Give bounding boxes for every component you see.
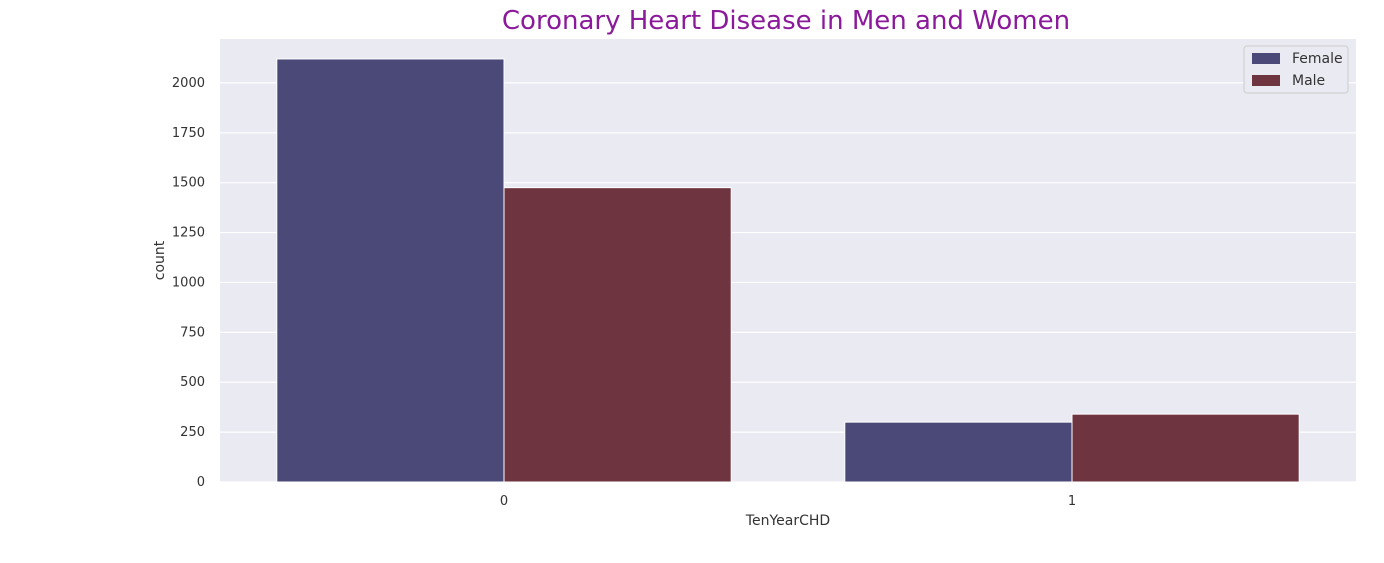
bar-female-1 [844, 421, 1073, 483]
chart-title: Coronary Heart Disease in Men and Women [502, 6, 1070, 36]
y-axis-ticks: 0 250 500 750 1000 1250 1500 1750 2000 [172, 76, 205, 490]
y-tick-label: 1250 [172, 226, 205, 241]
legend-swatch-female [1252, 53, 1280, 64]
y-tick-label: 1750 [172, 126, 205, 141]
legend: Female Male [1243, 45, 1349, 94]
legend-label-female: Female [1292, 51, 1343, 67]
y-tick-label: 1000 [172, 275, 205, 290]
y-tick-label: 1500 [172, 176, 205, 191]
y-axis-title: count [152, 240, 168, 280]
y-tick-label: 2000 [172, 76, 205, 91]
bar-male-1 [1071, 413, 1300, 483]
y-tick-label: 250 [180, 425, 205, 440]
bar-female-0 [276, 58, 505, 483]
y-tick-label: 500 [180, 375, 205, 390]
x-tick-label: 1 [1068, 494, 1076, 509]
y-tick-label: 750 [180, 325, 205, 340]
x-axis-title: TenYearCHD [745, 513, 830, 529]
y-tick-label: 0 [197, 475, 205, 490]
legend-label-male: Male [1292, 73, 1325, 89]
x-tick-label: 0 [500, 494, 508, 509]
bars [276, 58, 1300, 483]
bar-male-0 [503, 187, 732, 483]
legend-swatch-male [1252, 75, 1280, 86]
